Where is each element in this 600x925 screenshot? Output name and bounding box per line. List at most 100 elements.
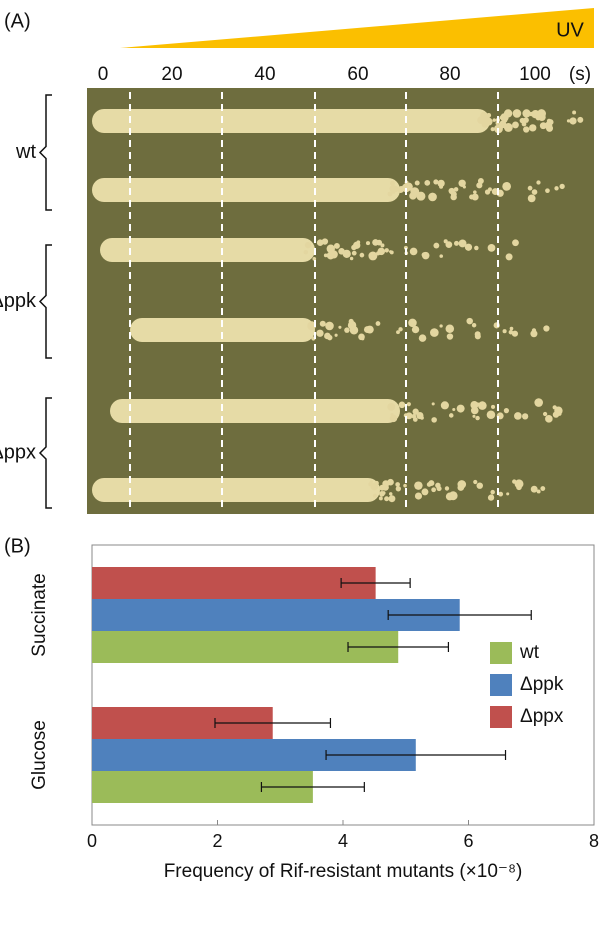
- colony: [448, 491, 458, 501]
- colony: [480, 111, 488, 119]
- colony: [405, 412, 413, 420]
- colony: [439, 254, 444, 258]
- colony: [444, 486, 450, 491]
- colony: [512, 109, 522, 118]
- colony: [577, 116, 584, 123]
- colony: [384, 496, 390, 502]
- colony: [388, 495, 396, 503]
- colony: [334, 333, 338, 337]
- colony: [365, 241, 371, 246]
- colony: [477, 178, 484, 184]
- colony: [509, 326, 514, 331]
- colony: [378, 496, 383, 501]
- colony: [471, 322, 477, 328]
- colony: [542, 411, 548, 417]
- colony: [448, 187, 455, 195]
- colony: [327, 322, 333, 328]
- colony: [506, 492, 510, 496]
- colony: [319, 320, 326, 327]
- colony: [372, 493, 378, 498]
- colony: [500, 113, 509, 122]
- error-bar: [260, 782, 365, 792]
- colony: [531, 328, 537, 333]
- colony: [428, 192, 437, 202]
- colony: [522, 109, 531, 118]
- time-label: 0: [98, 64, 109, 85]
- x-tick-label: 2: [212, 831, 222, 851]
- colony: [414, 492, 423, 500]
- x-tick-label: 6: [463, 831, 473, 851]
- colony: [505, 253, 513, 261]
- time-label: 40: [254, 64, 275, 85]
- colony: [559, 183, 565, 190]
- colony: [529, 124, 537, 132]
- colony: [502, 329, 507, 334]
- colony: [375, 321, 381, 326]
- colony: [508, 329, 514, 335]
- colony: [361, 337, 365, 341]
- colony: [420, 415, 424, 420]
- colony: [390, 180, 395, 186]
- colony: [414, 180, 420, 186]
- colony: [342, 249, 351, 258]
- colony: [511, 330, 519, 337]
- colony: [566, 119, 571, 123]
- error-bar: [387, 610, 532, 620]
- colony: [409, 247, 418, 256]
- colony: [512, 121, 519, 129]
- colony: [389, 414, 398, 423]
- colony: [437, 179, 445, 188]
- colony: [433, 242, 440, 249]
- legend-label: Δppk: [520, 674, 564, 695]
- colony: [502, 124, 507, 129]
- colony: [527, 194, 536, 203]
- colony: [531, 109, 540, 119]
- category-label: Glucose: [29, 720, 50, 790]
- colony: [431, 487, 437, 493]
- colony: [535, 399, 541, 405]
- colony: [498, 491, 504, 497]
- colony: [303, 249, 309, 255]
- colony: [502, 182, 511, 191]
- colony: [351, 250, 357, 256]
- colony: [492, 118, 497, 122]
- colony: [453, 187, 459, 192]
- colony: [475, 402, 480, 407]
- colony: [514, 479, 524, 489]
- time-label: 100: [519, 64, 551, 85]
- colony: [326, 244, 335, 253]
- legend-label: Δppx: [520, 706, 564, 727]
- colony: [323, 253, 328, 258]
- colony: [523, 126, 530, 133]
- bar: [92, 567, 376, 599]
- streak: [110, 399, 400, 423]
- time-unit: (s): [569, 64, 591, 85]
- colony: [406, 402, 411, 407]
- colony: [472, 414, 476, 418]
- colony: [398, 401, 406, 409]
- bar: [92, 631, 399, 663]
- error-bar: [325, 750, 507, 760]
- colony: [430, 328, 439, 337]
- error-bar: [340, 578, 411, 588]
- colony: [368, 482, 373, 487]
- x-tick-label: 8: [589, 831, 599, 851]
- uv-label: UV: [556, 19, 584, 41]
- colony: [547, 122, 552, 127]
- streak: [130, 318, 315, 342]
- colony: [464, 243, 473, 251]
- colony: [389, 479, 393, 483]
- colony: [316, 239, 324, 246]
- colony: [412, 408, 418, 414]
- colony: [473, 190, 477, 194]
- streak: [92, 109, 490, 133]
- colony: [379, 491, 385, 497]
- colony: [372, 239, 379, 246]
- colony: [338, 325, 342, 329]
- colony: [382, 480, 390, 488]
- colony: [439, 324, 443, 328]
- colony: [471, 193, 479, 201]
- colony: [530, 485, 538, 493]
- colony: [351, 244, 357, 251]
- colony: [387, 191, 393, 197]
